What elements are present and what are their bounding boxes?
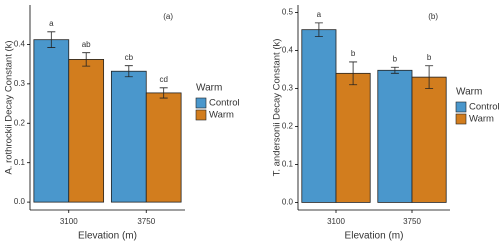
significance-letter: b xyxy=(351,49,356,58)
y-axis-label: A. rothrockii Decay Constant (k) xyxy=(4,40,15,174)
y-tick-label: 0.3 xyxy=(282,84,294,93)
significance-letter: cb xyxy=(125,53,134,62)
error-bar xyxy=(390,66,399,74)
error-bar xyxy=(314,22,323,37)
significance-letter: a xyxy=(317,10,322,19)
bar xyxy=(33,39,70,203)
y-tick-label: 0.1 xyxy=(14,158,26,167)
error-bar xyxy=(82,52,91,67)
y-tick-label: 0.2 xyxy=(14,118,26,127)
legend-label: Control xyxy=(469,102,500,113)
y-tick-label: 0.5 xyxy=(282,8,294,17)
legend-title: Warm xyxy=(196,83,222,94)
significance-letter: cd xyxy=(159,75,167,84)
bar xyxy=(335,72,371,203)
bar xyxy=(145,92,182,203)
error-bar xyxy=(159,87,168,99)
error-bar xyxy=(425,65,434,89)
bar xyxy=(411,76,447,203)
x-axis-label: Elevation (m) xyxy=(345,231,404,242)
y-tick-label: 0.0 xyxy=(282,198,294,207)
panel-label: (b) xyxy=(428,12,438,21)
legend-swatch xyxy=(195,97,207,109)
bar xyxy=(68,59,105,203)
y-tick-label: 0.4 xyxy=(282,46,294,55)
error-bar xyxy=(124,65,133,78)
legend-label: Warm xyxy=(469,114,494,125)
bar xyxy=(110,70,147,203)
x-tick-label: 3100 xyxy=(327,217,345,226)
bar xyxy=(377,69,413,203)
legend-title: Warm xyxy=(456,87,482,98)
y-tick-label: 0.2 xyxy=(282,122,294,131)
legend-swatch xyxy=(195,109,207,121)
legend-label: Warm xyxy=(209,110,234,121)
x-tick-label: 3750 xyxy=(403,217,421,226)
legend-swatch xyxy=(455,113,467,125)
legend-label: Control xyxy=(209,98,240,109)
legend-swatch xyxy=(455,101,467,113)
significance-letter: a xyxy=(49,19,54,28)
bar xyxy=(301,29,337,203)
x-tick-label: 3750 xyxy=(137,217,155,226)
error-bar xyxy=(349,61,358,86)
significance-letter: b xyxy=(427,53,432,62)
y-tick-label: 0.0 xyxy=(14,197,26,206)
y-tick-label: 0.1 xyxy=(282,160,294,169)
x-tick-label: 3100 xyxy=(60,217,78,226)
x-axis-label: Elevation (m) xyxy=(78,231,137,242)
y-tick-label: 0.4 xyxy=(14,40,26,49)
significance-letter: b xyxy=(393,54,398,63)
y-tick-label: 0.3 xyxy=(14,79,26,88)
panel-label: (a) xyxy=(163,12,173,21)
error-bar xyxy=(47,31,56,48)
y-axis-label: T. andersonii Decay Constant (k) xyxy=(272,39,283,177)
significance-letter: ab xyxy=(82,40,91,49)
